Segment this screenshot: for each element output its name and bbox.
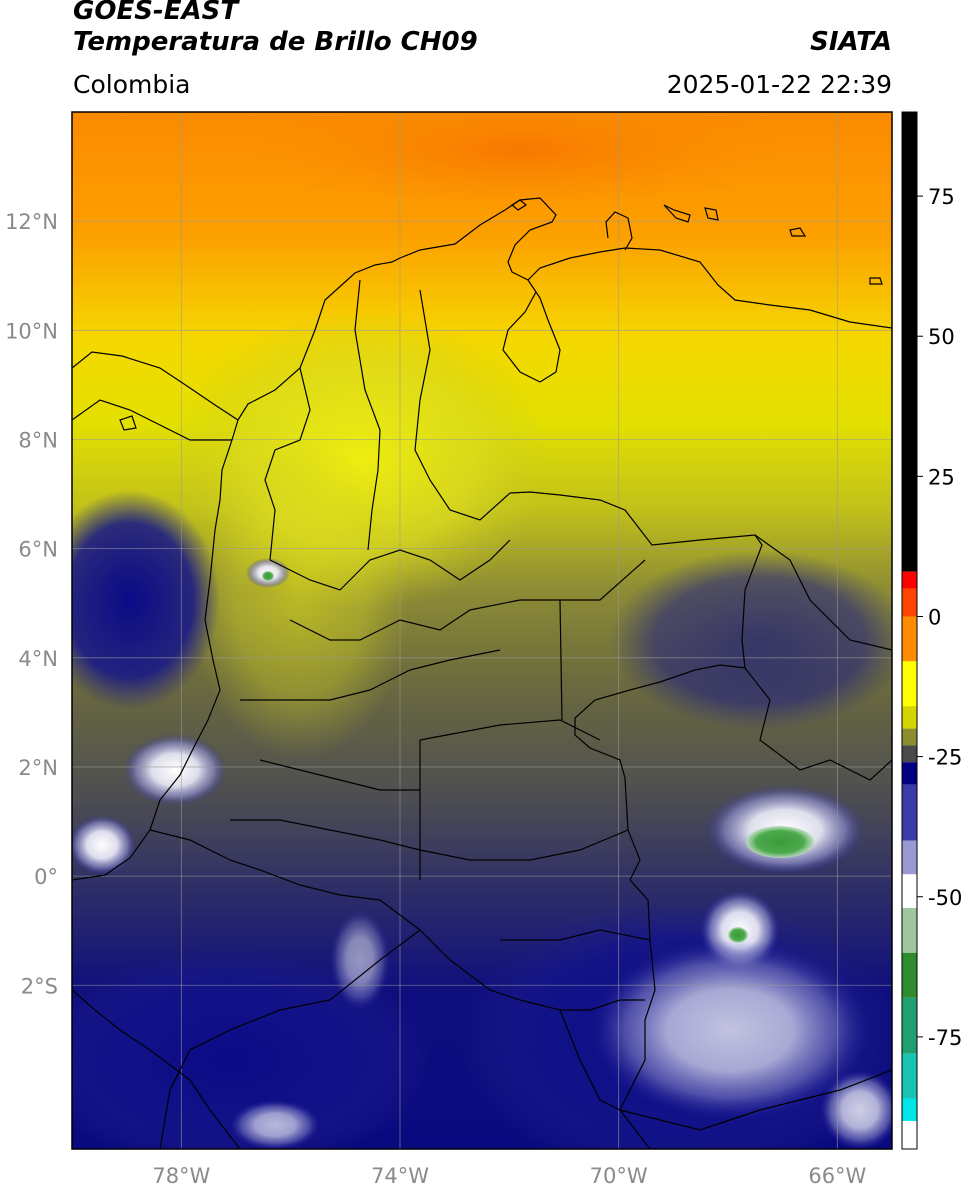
lat-tick-label: 12°N (5, 210, 58, 234)
colorbar-tick-label: -50 (928, 886, 962, 910)
lat-tick-label: 2°S (21, 974, 58, 998)
lon-tick-label: 66°W (808, 1164, 866, 1188)
colorbar-segment (902, 874, 917, 908)
latitude-tick-labels: 12°N 10°N 8°N 6°N 4°N 2°N 0° 2°S (5, 210, 58, 998)
lat-tick-label: 4°N (18, 647, 58, 671)
colorbar-segment (902, 1053, 917, 1099)
colorbar-tick-labels: 75 50 25 0 -25 -50 -75 (917, 185, 962, 1050)
colorbar-segment (902, 112, 917, 572)
map-frame (71, 111, 893, 1150)
coastlines-and-borders (72, 197, 892, 1149)
colorbar-segment (902, 1098, 917, 1121)
lon-tick-label: 70°W (590, 1164, 648, 1188)
region-label: Colombia (73, 70, 191, 99)
lat-tick-label: 10°N (5, 319, 58, 343)
colorbar-tick-label: 25 (928, 465, 955, 489)
colorbar-segment (902, 706, 917, 729)
colorbar-segment (902, 616, 917, 662)
colorbar (901, 111, 918, 1150)
lat-tick-label: 8°N (18, 428, 58, 452)
colorbar-segment (902, 571, 917, 589)
colorbar-segment (902, 907, 917, 953)
lat-tick-label: 0° (34, 865, 58, 889)
colorbar-segment (902, 745, 917, 763)
colorbar-segment (902, 762, 917, 785)
product-title: Temperatura de Brillo CH09 (73, 27, 478, 57)
agency-label: SIATA (810, 27, 892, 57)
colorbar-segment (902, 1120, 917, 1149)
brightness-temperature-field (72, 112, 892, 1149)
colorbar-segment (902, 661, 917, 707)
lat-tick-label: 2°N (18, 756, 58, 780)
timestamp-label: 2025-01-22 22:39 (666, 70, 892, 99)
colorbar-tick-label: 50 (928, 325, 955, 349)
colorbar-segment (902, 997, 917, 1054)
lat-tick-label: 6°N (18, 538, 58, 562)
colorbar-frame (901, 111, 918, 1150)
colorbar-segment (902, 840, 917, 875)
colorbar-segment (902, 588, 917, 617)
colorbar-segment (902, 784, 917, 841)
colorbar-tick-label: 0 (928, 605, 941, 629)
colorbar-tick-label: -75 (928, 1026, 962, 1050)
lon-tick-label: 78°W (152, 1164, 210, 1188)
colorbar-segment (902, 728, 917, 746)
lon-tick-label: 74°W (371, 1164, 429, 1188)
colorbar-tick-label: -25 (928, 746, 962, 770)
colorbar-tick-label: 75 (928, 185, 955, 209)
colorbar-segment (902, 952, 917, 998)
satellite-title: GOES-EAST (73, 0, 239, 26)
longitude-tick-labels: 78°W 74°W 70°W 66°W (152, 1164, 866, 1188)
